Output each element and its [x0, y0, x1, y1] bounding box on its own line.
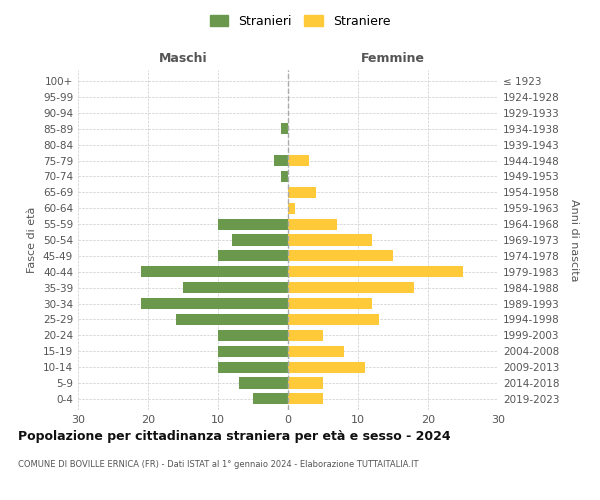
Bar	[232, 234, 288, 246]
Bar	[218, 250, 288, 262]
Bar	[288, 314, 379, 325]
Y-axis label: Anni di nascita: Anni di nascita	[569, 198, 579, 281]
Bar	[183, 282, 288, 293]
Bar	[141, 266, 288, 278]
Text: Maschi: Maschi	[158, 52, 208, 65]
Legend: Stranieri, Straniere: Stranieri, Straniere	[206, 11, 394, 32]
Text: COMUNE DI BOVILLE ERNICA (FR) - Dati ISTAT al 1° gennaio 2024 - Elaborazione TUT: COMUNE DI BOVILLE ERNICA (FR) - Dati IST…	[18, 460, 419, 469]
Bar	[288, 362, 365, 372]
Bar	[288, 298, 372, 309]
Bar	[176, 314, 288, 325]
Bar	[218, 362, 288, 372]
Bar	[288, 187, 316, 198]
Bar	[288, 346, 344, 357]
Bar	[288, 250, 393, 262]
Bar	[218, 346, 288, 357]
Bar	[288, 218, 337, 230]
Y-axis label: Fasce di età: Fasce di età	[28, 207, 37, 273]
Bar	[288, 155, 309, 166]
Bar	[281, 123, 288, 134]
Bar	[218, 330, 288, 341]
Bar	[274, 155, 288, 166]
Bar	[288, 378, 323, 388]
Bar	[281, 171, 288, 182]
Bar	[239, 378, 288, 388]
Bar	[253, 394, 288, 404]
Bar	[141, 298, 288, 309]
Bar	[288, 202, 295, 214]
Bar	[218, 218, 288, 230]
Text: Popolazione per cittadinanza straniera per età e sesso - 2024: Popolazione per cittadinanza straniera p…	[18, 430, 451, 443]
Bar	[288, 266, 463, 278]
Bar	[288, 330, 323, 341]
Text: Femmine: Femmine	[361, 52, 425, 65]
Bar	[288, 282, 414, 293]
Bar	[288, 234, 372, 246]
Bar	[288, 394, 323, 404]
